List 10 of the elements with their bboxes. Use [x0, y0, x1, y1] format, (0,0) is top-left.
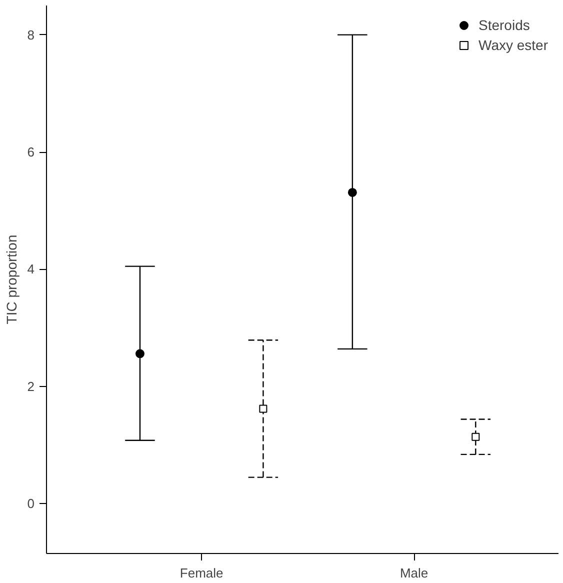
y-tick-label: 4	[27, 262, 35, 277]
legend-label: Steroids	[478, 17, 530, 33]
y-tick-label: 8	[27, 27, 35, 42]
y-axis-title: TIC proportion	[3, 234, 20, 324]
y-tick-label: 0	[27, 496, 35, 512]
y-tick-label: 6	[27, 144, 35, 160]
x-tick-label: Male	[400, 566, 428, 580]
legend-label: Waxy ester	[478, 37, 548, 53]
x-tick-label: Female	[180, 566, 224, 580]
y-tick-label: 2	[27, 378, 35, 394]
